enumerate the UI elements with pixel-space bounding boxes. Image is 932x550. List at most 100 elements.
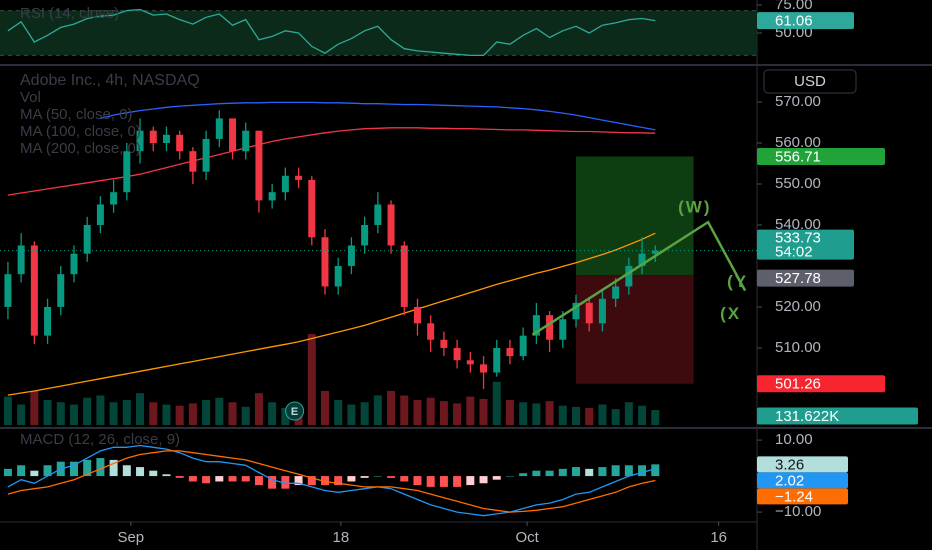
macd-histogram-bar <box>505 476 514 477</box>
candle-body <box>493 347 501 373</box>
volume-bar <box>188 403 197 425</box>
macd-histogram-bar <box>598 467 607 477</box>
rsi-value-label-box <box>757 12 854 30</box>
macd-histogram-bar <box>254 476 263 486</box>
macd-histogram-bar <box>320 476 329 486</box>
macd-histogram-bar <box>69 461 78 477</box>
macd-histogram-bar <box>360 476 369 478</box>
candle-body <box>374 204 382 225</box>
macd-histogram-bar <box>83 459 92 477</box>
volume-bar <box>83 397 92 425</box>
candle-body <box>255 130 263 201</box>
volume-value-label-box <box>757 407 918 425</box>
time-tick-label: Oct <box>515 529 539 546</box>
macd-histogram-bar <box>585 468 594 477</box>
candle-body <box>149 130 157 144</box>
price-tick-label: 550.00 <box>775 175 821 192</box>
macd-histogram-bar <box>162 474 171 477</box>
candle-body <box>453 347 461 361</box>
earnings-label: E <box>291 406 298 418</box>
volume-bar <box>519 402 528 425</box>
time-tick-label: Sep <box>117 529 144 546</box>
volume-bar <box>43 400 52 425</box>
macd-histogram-bar <box>241 476 250 482</box>
profit-zone <box>576 156 694 276</box>
candle-body <box>57 274 65 307</box>
candle-body <box>347 245 355 266</box>
last-price: 533.73 <box>775 230 821 247</box>
volume-bar <box>624 402 633 425</box>
macd-histogram-bar <box>17 465 26 477</box>
macd-histogram-bar <box>228 476 237 482</box>
stop-label-box <box>757 375 885 393</box>
moving-average <box>100 101 656 131</box>
candle-body <box>136 130 144 152</box>
volume-bar <box>3 396 12 425</box>
macd-value-box <box>757 488 848 505</box>
macd-histogram-bar <box>387 476 396 478</box>
volume-bar <box>505 400 514 425</box>
candle-body <box>96 204 104 225</box>
candle-body <box>242 130 250 152</box>
currency-button[interactable] <box>763 69 857 94</box>
signal-line <box>7 450 656 513</box>
macd-histogram-bar <box>611 465 620 477</box>
candle-body <box>427 323 435 340</box>
candle-body <box>440 339 448 348</box>
volume-bar <box>492 381 501 425</box>
macd-histogram-bar <box>545 470 554 477</box>
volume-bar <box>175 405 184 425</box>
volume-bar <box>136 393 145 425</box>
volume-bar <box>307 334 316 425</box>
candle-body <box>229 118 237 152</box>
candle-body <box>651 250 659 254</box>
volume-bar <box>162 404 171 425</box>
candle-body <box>638 253 646 266</box>
macd-histogram-bar <box>149 470 158 477</box>
volume-bar <box>413 400 422 425</box>
volume-bar <box>426 397 435 425</box>
wave-line <box>531 220 747 336</box>
macd-value-label: 2.02 <box>775 472 804 489</box>
volume-bar <box>347 404 356 425</box>
target-label-box <box>757 147 885 165</box>
macd-histogram-bar <box>558 468 567 477</box>
time-tick-label: 16 <box>710 529 727 546</box>
volume-bar <box>638 405 647 425</box>
moving-average <box>7 127 656 196</box>
volume-bar <box>360 402 369 425</box>
stop-label: 501.26 <box>775 376 821 393</box>
rsi-tick-label: 75.00 <box>775 0 813 13</box>
macd-histogram-bar <box>202 476 211 484</box>
plot-layer: 75.0050.0061.06570.00560.00550.00540.005… <box>0 0 918 546</box>
price-tick-label: 540.00 <box>775 216 821 233</box>
volume-bar <box>334 400 343 425</box>
macd-histogram-bar <box>426 476 435 487</box>
macd-value-label: −1.24 <box>775 488 813 505</box>
macd-histogram-bar <box>215 476 224 482</box>
volume-bar <box>30 390 39 425</box>
ma-legend: MA (50, close, 0) <box>20 106 133 123</box>
candle-body <box>202 138 210 172</box>
candle-body <box>559 319 567 340</box>
candle-body <box>70 253 78 275</box>
macd-histogram-bar <box>400 476 409 482</box>
macd-histogram-bar <box>466 476 475 486</box>
macd-histogram-bar <box>96 458 105 477</box>
volume-bar <box>281 407 290 425</box>
macd-histogram-bar <box>136 467 145 477</box>
volume-bar <box>611 409 620 425</box>
volume-bar <box>532 403 541 425</box>
volume-bar <box>17 404 26 425</box>
candle-body <box>585 302 593 324</box>
currency[interactable]: USD <box>794 73 826 90</box>
candle-body <box>612 286 620 299</box>
volume-bar <box>254 393 263 425</box>
macd-histogram-bar <box>519 473 528 477</box>
volume-bar <box>228 402 237 425</box>
volume-bar <box>585 407 594 425</box>
wave-label: (W) <box>678 198 711 217</box>
macd-histogram-bar <box>109 459 118 477</box>
macd-histogram-bar <box>347 476 356 482</box>
